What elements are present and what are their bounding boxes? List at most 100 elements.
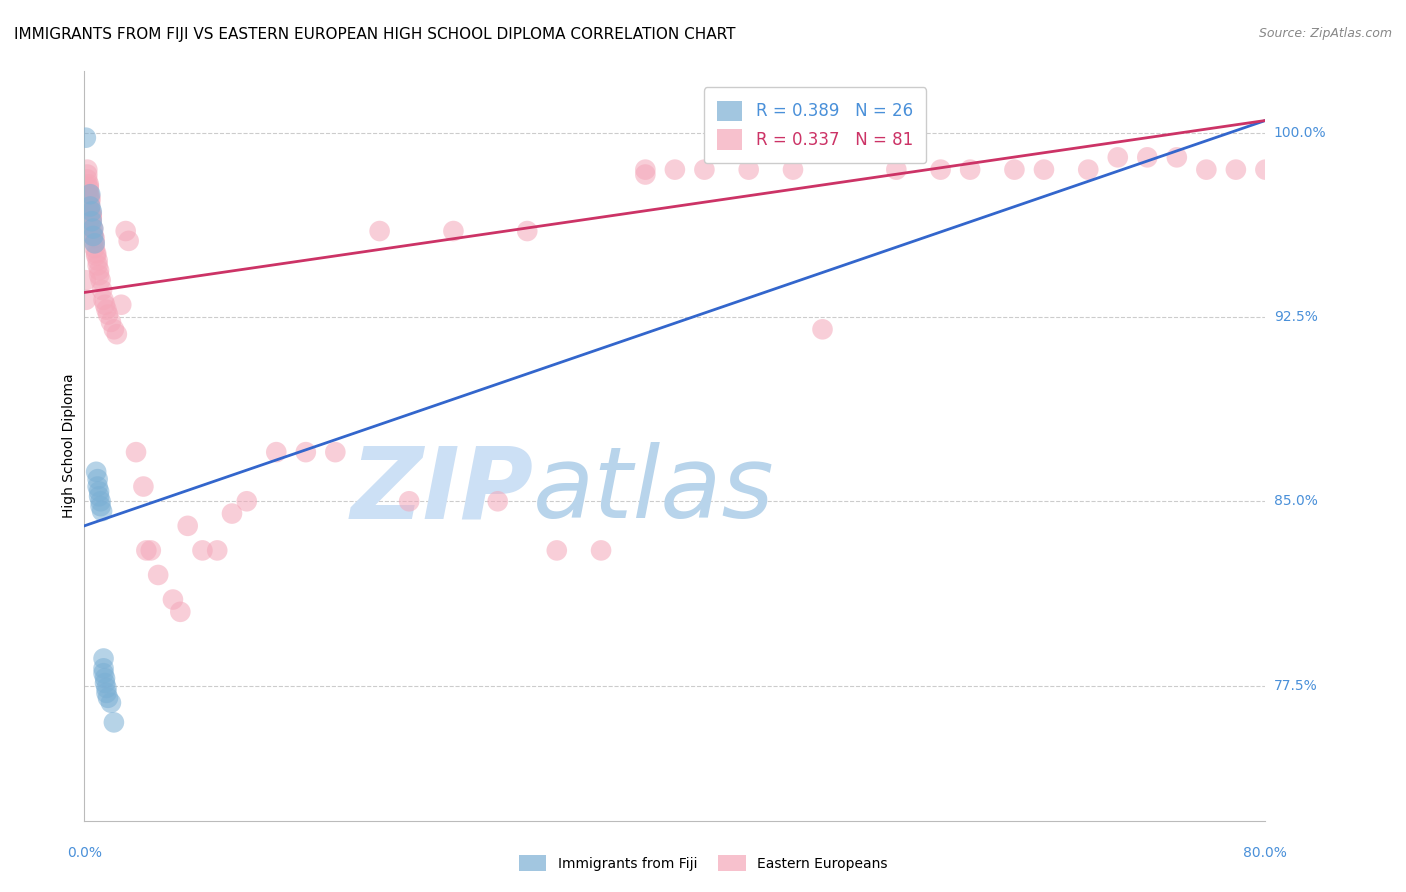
Point (162, 592, 184, 607)
Point (82, 229, 104, 244)
Point (91, 504, 114, 518)
Point (94, 298, 117, 312)
Point (77, 187, 100, 202)
Point (80, 209, 103, 223)
Point (83, 236, 105, 251)
Y-axis label: High School Diploma: High School Diploma (62, 374, 76, 518)
Point (191, 543, 214, 558)
Point (80, 217, 103, 231)
Point (83, 231, 105, 245)
Point (82, 229, 104, 244)
Point (83, 241, 105, 255)
Text: Source: ZipAtlas.com: Source: ZipAtlas.com (1258, 27, 1392, 40)
Point (96, 302, 118, 317)
Point (811, 322, 834, 336)
Point (87, 484, 111, 499)
Text: 0.0%: 0.0% (67, 846, 101, 860)
Point (132, 479, 155, 493)
Point (139, 543, 162, 558)
Point (79, 192, 101, 206)
Point (76, 172, 98, 186)
Point (82, 227, 104, 241)
Point (929, 162, 952, 177)
Point (82, 221, 104, 235)
Point (86, 259, 108, 273)
Point (1032, 162, 1054, 177)
Point (79, 187, 101, 202)
Point (264, 445, 288, 459)
Point (118, 234, 141, 248)
Text: 92.5%: 92.5% (1274, 310, 1317, 324)
Point (125, 445, 148, 459)
Point (79, 194, 101, 209)
Point (91, 283, 114, 297)
Point (80, 204, 103, 219)
Point (77, 179, 100, 194)
Point (738, 162, 761, 177)
Point (75, 273, 97, 287)
Point (1136, 150, 1159, 164)
Point (103, 715, 125, 730)
Text: 85.0%: 85.0% (1274, 494, 1317, 508)
Text: IMMIGRANTS FROM FIJI VS EASTERN EUROPEAN HIGH SCHOOL DIPLOMA CORRELATION CHART: IMMIGRANTS FROM FIJI VS EASTERN EUROPEAN… (14, 27, 735, 42)
Point (79, 199, 101, 213)
Point (114, 224, 136, 238)
Text: 77.5%: 77.5% (1274, 679, 1317, 692)
Point (84, 249, 107, 263)
Point (76, 168, 98, 182)
Point (235, 494, 259, 508)
Point (77, 178, 100, 192)
Point (1166, 150, 1188, 164)
Point (782, 162, 804, 177)
Point (693, 162, 716, 177)
Point (959, 162, 981, 177)
Point (103, 322, 125, 336)
Point (93, 666, 115, 681)
Point (87, 489, 111, 503)
Point (94, 676, 117, 690)
Point (90, 494, 112, 508)
Text: 100.0%: 100.0% (1274, 126, 1326, 140)
Point (441, 224, 464, 238)
Point (100, 315, 122, 329)
Point (1004, 162, 1026, 177)
Point (295, 445, 318, 459)
Point (368, 224, 391, 238)
Point (87, 268, 111, 283)
Point (79, 199, 101, 213)
Text: 80.0%: 80.0% (1243, 846, 1288, 860)
Point (105, 327, 128, 342)
Legend: R = 0.389   N = 26, R = 0.337   N = 81: R = 0.389 N = 26, R = 0.337 N = 81 (704, 87, 927, 163)
Point (90, 273, 112, 287)
Point (96, 681, 118, 695)
Point (205, 543, 228, 558)
Point (664, 162, 686, 177)
Point (84, 246, 107, 260)
Point (84, 465, 107, 479)
Point (323, 445, 347, 459)
Point (135, 543, 157, 558)
Point (93, 293, 115, 307)
Point (1195, 162, 1218, 177)
Text: ZIP: ZIP (350, 442, 533, 540)
Point (79, 204, 101, 219)
Point (486, 494, 509, 508)
Point (87, 263, 111, 277)
Point (80, 211, 103, 226)
Point (634, 168, 657, 182)
Point (76, 162, 98, 177)
Point (97, 308, 120, 322)
Point (83, 236, 105, 251)
Point (96, 686, 118, 700)
Text: atlas: atlas (533, 442, 775, 540)
Point (93, 661, 115, 675)
Point (546, 543, 568, 558)
Point (1254, 162, 1277, 177)
Point (82, 221, 104, 235)
Point (90, 499, 112, 513)
Point (75, 130, 97, 145)
Point (79, 189, 101, 203)
Point (97, 690, 120, 705)
Point (80, 207, 103, 221)
Point (77, 182, 100, 196)
